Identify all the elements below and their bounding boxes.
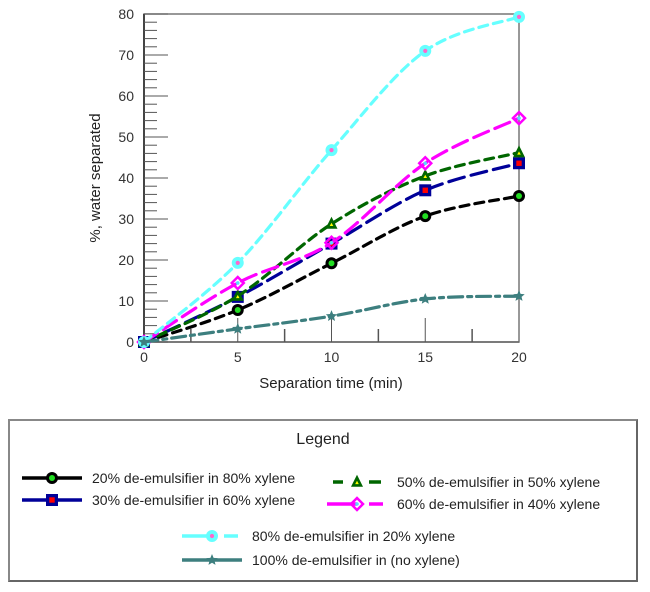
data-point bbox=[513, 157, 525, 170]
series-5 bbox=[138, 10, 525, 348]
data-point bbox=[419, 292, 431, 304]
legend-title: Legend bbox=[296, 431, 350, 448]
data-point bbox=[323, 235, 340, 251]
legend-item: 100% de-emulsifier in (no xylene) bbox=[180, 550, 460, 570]
x-tick-label: 15 bbox=[417, 349, 433, 365]
legend-marker bbox=[206, 554, 218, 565]
y-tick-label: 20 bbox=[118, 252, 134, 268]
legend: Legend 20% de-emulsifier in 80% xylene 30… bbox=[8, 419, 638, 582]
legend-swatch bbox=[182, 530, 238, 542]
legend-swatch bbox=[333, 474, 381, 487]
data-point bbox=[417, 155, 434, 172]
data-point bbox=[513, 290, 525, 301]
series-layer bbox=[136, 10, 527, 350]
x-tick-label: 0 bbox=[140, 349, 148, 365]
y-tick-label: 0 bbox=[126, 334, 134, 350]
data-point bbox=[325, 144, 338, 157]
legend-marker bbox=[46, 494, 58, 506]
x-tick-label: 5 bbox=[234, 349, 242, 365]
data-point bbox=[231, 288, 244, 301]
legend-swatch bbox=[22, 494, 82, 506]
series-line bbox=[142, 150, 521, 344]
data-point bbox=[511, 110, 527, 126]
legend-item: 60% de-emulsifier in 40% xylene bbox=[325, 494, 600, 514]
x-axis-title: Separation time (min) bbox=[259, 375, 402, 392]
series-1 bbox=[138, 190, 525, 348]
data-point bbox=[325, 257, 338, 270]
legend-item: 20% de-emulsifier in 80% xylene bbox=[20, 468, 295, 488]
y-tick-label: 70 bbox=[118, 47, 134, 63]
y-axis-title: %, water separated bbox=[87, 113, 104, 242]
legend-swatch bbox=[182, 554, 242, 565]
y-tick-label: 40 bbox=[118, 170, 134, 186]
legend-item: 80% de-emulsifier in 20% xylene bbox=[180, 526, 455, 546]
data-point bbox=[325, 310, 338, 322]
legend-marker bbox=[206, 530, 218, 542]
y-tick-label: 80 bbox=[118, 6, 134, 22]
y-tick-label: 50 bbox=[118, 129, 134, 145]
series-line bbox=[142, 15, 521, 344]
data-point bbox=[513, 10, 525, 23]
legend-label: 20% de-emulsifier in 80% xylene bbox=[92, 470, 296, 486]
data-point bbox=[419, 44, 432, 57]
data-point bbox=[231, 256, 244, 269]
legend-label: 100% de-emulsifier in (no xylene) bbox=[252, 552, 460, 568]
data-point bbox=[138, 336, 150, 347]
data-point bbox=[229, 275, 246, 291]
legend-label: 60% de-emulsifier in 40% xylene bbox=[397, 496, 601, 512]
data-point bbox=[513, 190, 525, 203]
legend-marker bbox=[351, 474, 363, 487]
legend-label: 50% de-emulsifier in 50% xylene bbox=[397, 474, 601, 490]
data-point bbox=[231, 304, 244, 317]
series-6 bbox=[138, 290, 525, 347]
legend-item: 50% de-emulsifier in 50% xylene bbox=[325, 472, 600, 492]
x-tick-label: 20 bbox=[511, 349, 527, 365]
data-point bbox=[419, 210, 432, 223]
data-point bbox=[419, 168, 432, 181]
y-tick-label: 60 bbox=[118, 88, 134, 104]
legend-item: 30% de-emulsifier in 60% xylene bbox=[20, 490, 295, 510]
axes: 0 10 20 30 40 50 60 70 80 0 5 10 15 20 bbox=[118, 6, 527, 365]
legend-marker bbox=[349, 496, 365, 512]
data-point bbox=[513, 145, 525, 158]
legend-swatch bbox=[22, 472, 82, 484]
legend-swatch bbox=[327, 496, 383, 512]
data-point bbox=[325, 216, 338, 229]
line-chart: 0 10 20 30 40 50 60 70 80 0 5 10 15 20 Separation tim… bbox=[87, 6, 527, 392]
legend-label: 80% de-emulsifier in 20% xylene bbox=[252, 528, 456, 544]
x-tick-label: 10 bbox=[324, 349, 340, 365]
data-point bbox=[232, 322, 244, 334]
y-tick-label: 10 bbox=[118, 293, 134, 309]
y-tick-label: 30 bbox=[118, 211, 134, 227]
legend-marker bbox=[46, 472, 58, 484]
legend-label: 30% de-emulsifier in 60% xylene bbox=[92, 492, 296, 508]
data-point bbox=[419, 184, 432, 197]
